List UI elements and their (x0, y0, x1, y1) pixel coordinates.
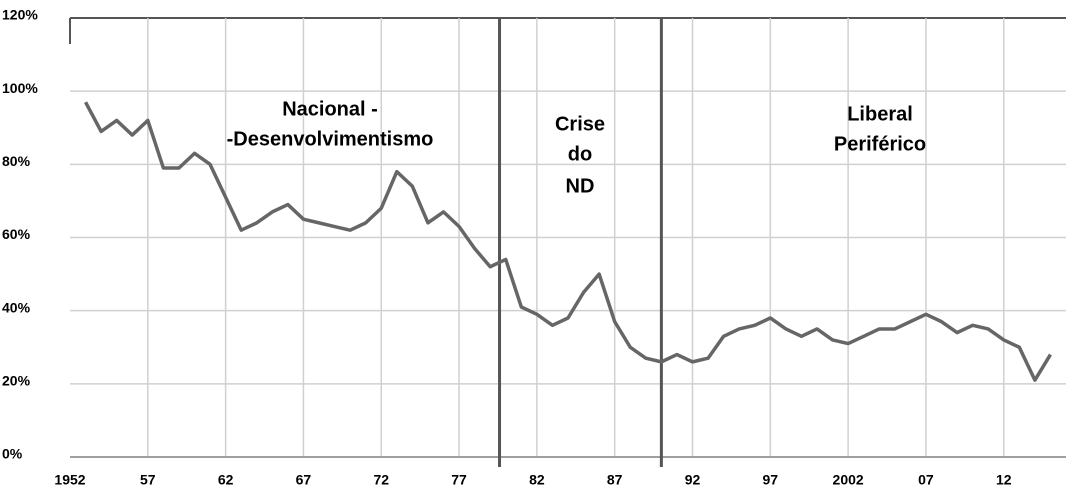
y-tick-label: 120% (2, 7, 38, 23)
y-tick-label: 100% (2, 80, 38, 96)
y-tick-label: 40% (2, 299, 31, 315)
x-tick-label: 82 (529, 472, 545, 488)
data-line (84, 101, 1052, 382)
annotation: Crise (555, 113, 605, 135)
annotation: ND (566, 175, 595, 197)
y-tick-label: 60% (2, 226, 31, 242)
annotation: -Desenvolvimentismo (227, 128, 434, 150)
x-tick-label: 62 (218, 472, 234, 488)
y-tick-label: 20% (2, 373, 31, 389)
x-tick-label: 67 (296, 472, 312, 488)
x-tick-label: 92 (685, 472, 701, 488)
x-tick-label: 72 (373, 472, 389, 488)
y-tick-label: 0% (2, 446, 23, 462)
x-tick-label: 2002 (833, 472, 864, 488)
x-tick-label: 57 (140, 472, 156, 488)
annotation: do (568, 143, 592, 165)
x-tick-label: 12 (996, 472, 1012, 488)
x-tick-label: 97 (763, 472, 779, 488)
annotation: Periférico (834, 133, 926, 155)
y-tick-label: 80% (2, 153, 31, 169)
x-tick-label: 1952 (54, 472, 85, 488)
x-tick-label: 77 (451, 472, 467, 488)
annotation: Nacional - (282, 98, 378, 120)
x-tick-label: 87 (607, 472, 623, 488)
x-tick-label: 07 (918, 472, 934, 488)
annotation: Liberal (847, 103, 913, 125)
